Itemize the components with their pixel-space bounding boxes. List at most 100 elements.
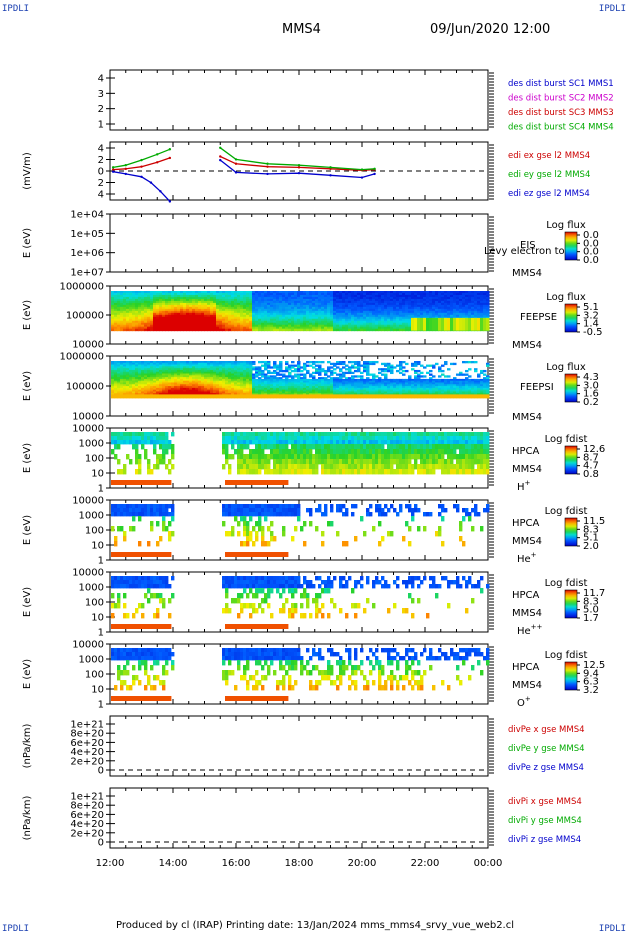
spectrogram-cell	[417, 304, 421, 308]
spectrogram-cell	[360, 382, 364, 385]
data-point	[124, 172, 127, 176]
spectrogram-cell	[411, 384, 415, 387]
spectrogram-cell	[396, 302, 400, 306]
spectrogram-cell	[402, 380, 406, 383]
spectrogram-cell	[357, 314, 361, 318]
spectrogram-cell	[255, 314, 259, 318]
spectrogram-cell	[114, 291, 118, 294]
corner-label-top-right: IPDLI	[598, 4, 626, 14]
spectrogram-cell	[234, 364, 238, 367]
spectrogram-cell	[138, 386, 142, 389]
spectrogram-cell	[468, 296, 472, 300]
spectrogram-cell	[147, 382, 151, 385]
spectrogram-cell	[426, 378, 430, 382]
spectrogram-cell	[120, 324, 124, 328]
spectrogram-cell	[294, 294, 298, 298]
spectrogram-cell	[219, 382, 223, 385]
spectrogram-cell	[135, 371, 139, 375]
spectrogram-cell	[126, 364, 130, 367]
spectrogram-cell	[123, 300, 127, 304]
spectrogram-cell	[240, 373, 244, 376]
spectrogram-cell	[204, 362, 208, 366]
spectrogram-cell	[318, 364, 322, 367]
spectrogram-cell	[228, 389, 232, 392]
spectrogram-cell	[234, 369, 238, 373]
spectrogram-cell	[339, 375, 343, 378]
spectrogram-cell	[405, 328, 409, 332]
spectrogram-cell	[264, 391, 268, 394]
spectrogram-cell	[435, 300, 439, 304]
spectrogram-cell	[447, 306, 451, 310]
spectrogram-cell	[237, 298, 241, 302]
spectrogram-cell	[483, 306, 487, 310]
spectrogram-cell	[219, 320, 223, 324]
spectrogram-cell	[447, 291, 451, 294]
spectrogram-cell	[171, 380, 175, 383]
spectrogram-cell	[132, 361, 136, 364]
spectrogram-cell	[114, 324, 118, 328]
spectrogram-cell	[348, 371, 352, 375]
spectrogram-cell	[147, 368, 151, 371]
spectrogram-cell	[291, 375, 295, 378]
spectrogram-cell	[240, 294, 244, 298]
spectrogram-cell	[270, 302, 274, 306]
spectrogram-cell	[141, 292, 145, 296]
colorbar-tick-label: 5.1	[583, 302, 599, 313]
spectrogram-cell	[135, 394, 139, 399]
spectrogram-cell	[486, 304, 490, 308]
spectrogram-cell	[156, 375, 160, 378]
spectrogram-cell	[378, 314, 382, 318]
spectrogram-cell	[210, 318, 214, 322]
spectrogram-cell	[342, 387, 346, 391]
spectrogram-cell	[195, 308, 199, 312]
spectrogram-cell	[318, 393, 322, 396]
spectrogram-cell	[282, 291, 286, 294]
spectrogram-cell	[240, 300, 244, 304]
spectrogram-cell	[438, 292, 442, 296]
spectrogram-cell	[306, 386, 310, 389]
spectrogram-cell	[297, 324, 301, 328]
spectrogram-cell	[366, 324, 370, 328]
spectrogram-cell	[183, 308, 187, 312]
spectrogram-cell	[366, 361, 370, 364]
spectrogram-cell	[387, 393, 391, 396]
spectrogram-cell	[459, 304, 463, 308]
spectrogram-cell	[123, 373, 127, 376]
spectrogram-cell	[453, 294, 457, 298]
spectrogram-cell	[339, 324, 343, 328]
spectrogram-cell	[267, 328, 271, 332]
spectrogram-cell	[309, 375, 313, 378]
spectrogram-cell	[342, 291, 346, 294]
spectrogram-cell	[357, 328, 361, 332]
spectrogram-cell	[273, 386, 277, 389]
spectrogram-cell	[240, 320, 244, 324]
spectrogram-cell	[288, 380, 292, 383]
spectrogram-cell	[138, 302, 142, 306]
spectrogram-cell	[144, 387, 148, 391]
spectrogram-cell	[156, 368, 160, 371]
spectrogram-cell	[414, 308, 418, 312]
spectrogram-cell	[300, 326, 304, 330]
spectrogram-cell	[150, 362, 154, 366]
spectrogram-cell	[174, 375, 178, 378]
spectrogram-cell	[261, 394, 265, 399]
spectrogram-cell	[165, 291, 169, 294]
spectrogram-cell	[360, 308, 364, 312]
spectrogram-cell	[417, 362, 421, 366]
spectrogram-cell	[213, 389, 217, 392]
spectrogram-cell	[387, 296, 391, 300]
spectrogram-cell	[117, 302, 121, 306]
spectrogram-cell	[198, 318, 202, 322]
spectrogram-cell	[156, 322, 160, 326]
spectrogram-cell	[351, 366, 355, 369]
spectrogram-cell	[246, 312, 250, 316]
spectrogram-cell	[255, 318, 259, 322]
spectrogram-cell	[264, 302, 268, 306]
spectrogram-cell	[294, 364, 298, 367]
spectrogram-cell	[210, 361, 214, 364]
spectrogram-cell	[156, 391, 160, 394]
spectrogram-cell	[120, 296, 124, 300]
spectrogram-cell	[444, 292, 448, 296]
spectrogram-cell	[201, 306, 205, 310]
spectrogram-cell	[246, 378, 250, 382]
